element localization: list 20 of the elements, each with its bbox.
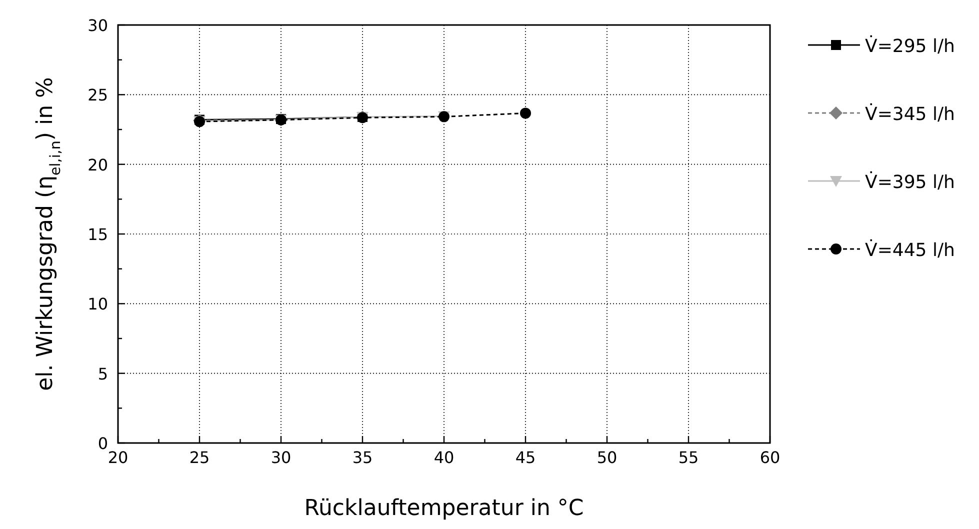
legend-label: V̇=295 l/h <box>865 34 955 57</box>
y-tick-label: 25 <box>88 86 108 105</box>
x-tick-label: 50 <box>596 448 618 467</box>
legend-label: V̇=395 l/h <box>865 170 955 193</box>
y-tick-label: 30 <box>88 16 108 35</box>
y-tick-label: 10 <box>88 294 108 314</box>
x-tick-label: 30 <box>270 448 292 467</box>
y-tick-label: 15 <box>88 225 108 244</box>
x-tick-label: 35 <box>352 448 373 467</box>
x-tick-label: 45 <box>515 448 536 467</box>
y-tick-label: 5 <box>98 364 108 384</box>
x-tick-label: 25 <box>189 448 210 467</box>
legend-label: V̇=345 l/h <box>865 102 955 125</box>
y-tick-label: 0 <box>98 434 108 453</box>
x-tick-label: 60 <box>760 448 780 467</box>
x-tick-label: 40 <box>434 448 454 467</box>
x-axis-title: Rücklauftemperatur in °C <box>304 496 584 521</box>
x-tick-label: 55 <box>678 448 699 467</box>
legend-label: V̇=445 l/h <box>865 238 955 261</box>
y-tick-label: 20 <box>88 155 108 174</box>
